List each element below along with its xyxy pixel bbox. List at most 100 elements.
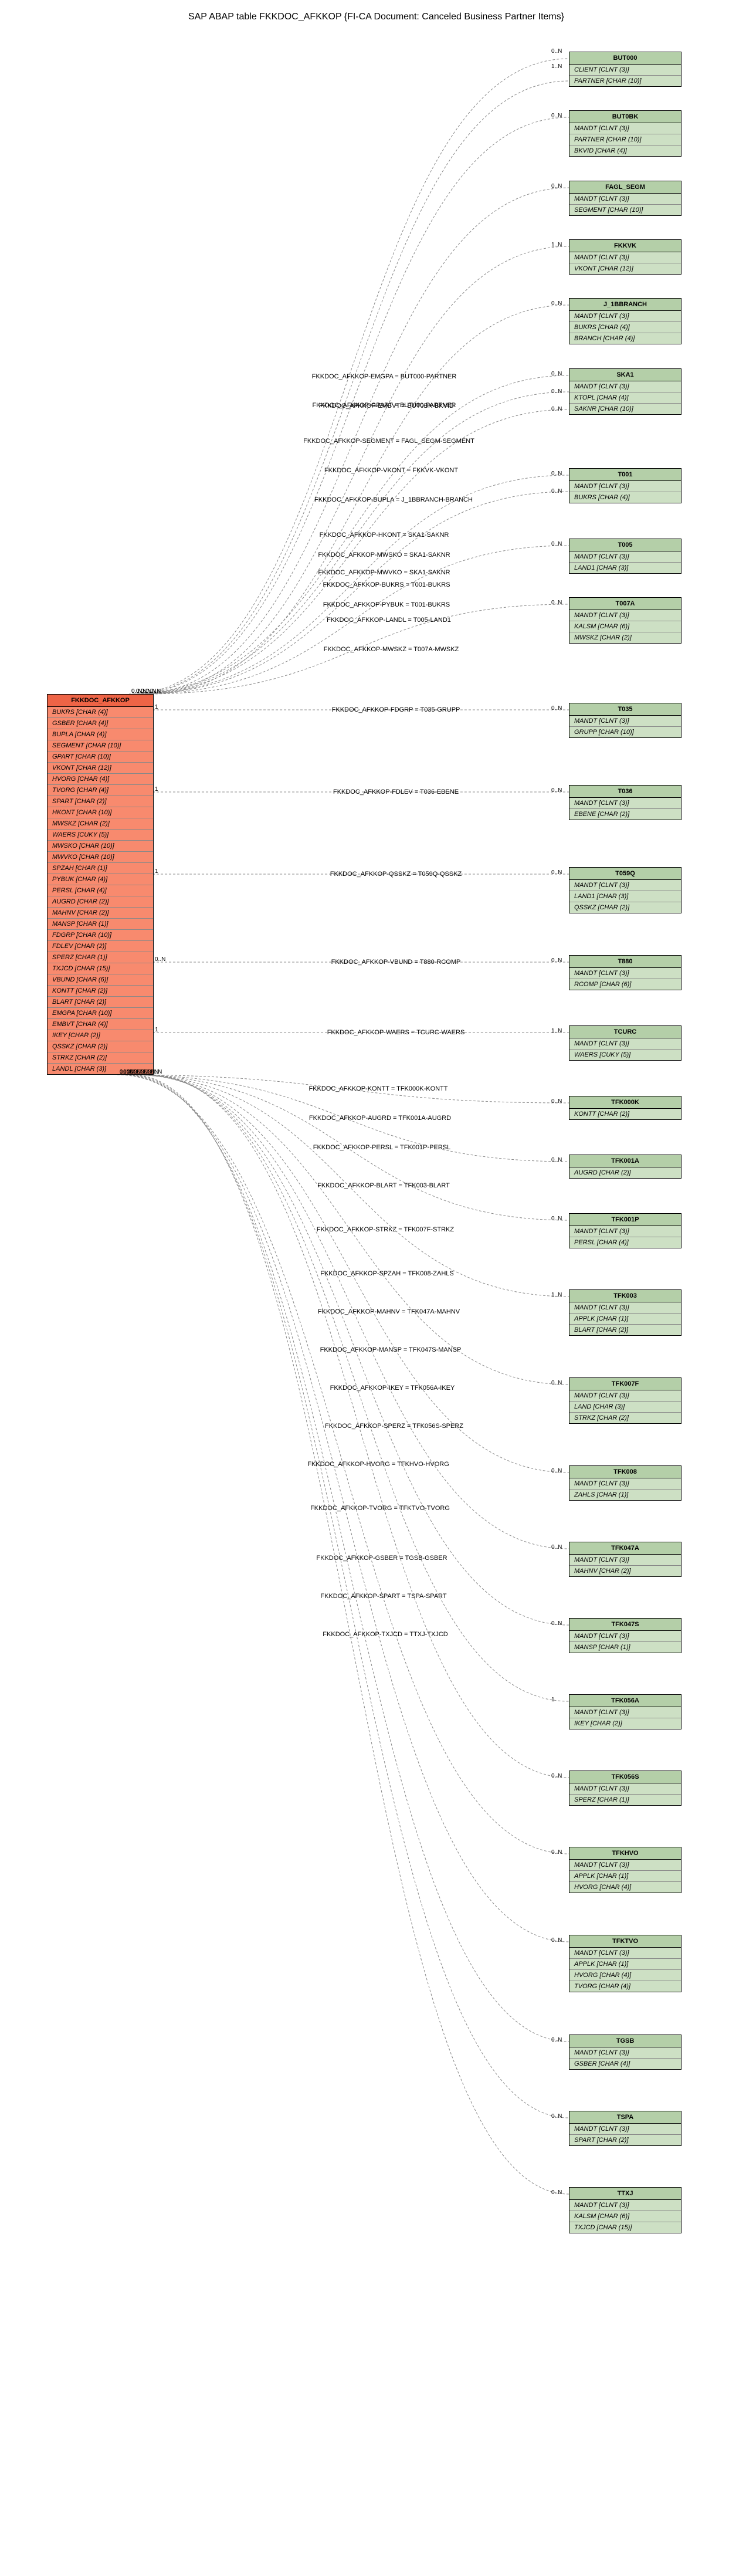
entity-field: BUPLA [CHAR (4)]: [48, 729, 153, 740]
entity-header: T880: [569, 956, 681, 968]
entity-field: MANDT [CLNT (3)]: [569, 2047, 681, 2059]
entity-field: KONTT [CHAR (2)]: [569, 1109, 681, 1119]
entity-field: EBENE [CHAR (2)]: [569, 809, 681, 820]
entity-field: HKONT [CHAR (10)]: [48, 807, 153, 818]
entity-field: GSBER [CHAR (4)]: [569, 2059, 681, 2069]
edge-label: 0..N: [551, 183, 562, 189]
ref-entity-tfk007f: TFK007FMANDT [CLNT (3)]LAND [CHAR (3)]ST…: [569, 1377, 681, 1424]
ref-entity-ttxj: TTXJMANDT [CLNT (3)]KALSM [CHAR (6)]TXJC…: [569, 2187, 681, 2233]
entity-field: MANDT [CLNT (3)]: [569, 1038, 681, 1050]
entity-field: MWSKZ [CHAR (2)]: [48, 818, 153, 830]
ref-entity-tfk047a: TFK047AMANDT [CLNT (3)]MAHNV [CHAR (2)]: [569, 1542, 681, 1577]
edge-label: 1: [155, 786, 158, 793]
entity-field: SPERZ [CHAR (1)]: [569, 1795, 681, 1805]
edge-label: FKKDOC_AFKKOP-TXJCD = TTXJ-TXJCD: [323, 1631, 447, 1638]
edge-label: 0..N: [551, 48, 562, 55]
edge-label: FKKDOC_AFKKOP-MAHNV = TFK047A-MAHNV: [318, 1308, 460, 1315]
ref-entity-tfktvo: TFKTVOMANDT [CLNT (3)]APPLK [CHAR (1)]HV…: [569, 1935, 681, 1992]
edge-label: FKKDOC_AFKKOP-VBUND = T880-RCOMP: [331, 959, 461, 966]
entity-field: MANDT [CLNT (3)]: [569, 1707, 681, 1718]
entity-field: IKEY [CHAR (2)]: [48, 1030, 153, 1041]
edge-label: 0..N: [551, 1157, 562, 1163]
ref-entity-tcurc: TCURCMANDT [CLNT (3)]WAERS [CUKY (5)]: [569, 1025, 681, 1061]
edge-label: 0..N: [551, 541, 562, 547]
entity-field: MANDT [CLNT (3)]: [569, 798, 681, 809]
entity-field: WAERS [CUKY (5)]: [569, 1050, 681, 1060]
edge-label: FKKDOC_AFKKOP-KONTT = TFK000K-KONTT: [308, 1085, 447, 1092]
entity-header: SKA1: [569, 369, 681, 381]
entity-field: BUKRS [CHAR (4)]: [569, 322, 681, 333]
entity-field: MANDT [CLNT (3)]: [569, 2200, 681, 2211]
entity-field: SEGMENT [CHAR (10)]: [48, 740, 153, 752]
edge-label: 1: [551, 1697, 555, 1703]
edge-label: 0..N: [551, 113, 562, 119]
ref-entity-tfkhvo: TFKHVOMANDT [CLNT (3)]APPLK [CHAR (1)]HV…: [569, 1847, 681, 1893]
entity-field: PARTNER [CHAR (10)]: [569, 134, 681, 145]
entity-field: HVORG [CHAR (4)]: [569, 1882, 681, 1893]
entity-field: BUKRS [CHAR (4)]: [48, 707, 153, 718]
entity-header: TFK001A: [569, 1155, 681, 1167]
entity-field: MWSKO [CHAR (10)]: [48, 841, 153, 852]
edge-label: FKKDOC_AFKKOP-IKEY = TFK056A-IKEY: [330, 1385, 455, 1392]
edge-label: FKKDOC_AFKKOP-WAERS = TCURC-WAERS: [327, 1029, 465, 1036]
edge-label: FKKDOC_AFKKOP-STRKZ = TFK007F-STRKZ: [317, 1226, 454, 1233]
ref-entity-tfk056s: TFK056SMANDT [CLNT (3)]SPERZ [CHAR (1)]: [569, 1771, 681, 1806]
entity-field: TVORG [CHAR (4)]: [48, 785, 153, 796]
entity-field: SPZAH [CHAR (1)]: [48, 863, 153, 874]
ref-entity-tfk047s: TFK047SMANDT [CLNT (3)]MANSP [CHAR (1)]: [569, 1618, 681, 1653]
entity-field: RCOMP [CHAR (6)]: [569, 979, 681, 990]
edge-label: FKKDOC_AFKKOP-SEGMENT = FAGL_SEGM-SEGMEN…: [303, 438, 474, 445]
entity-field: MANSP [CHAR (1)]: [569, 1642, 681, 1653]
edge-label: 0..N: [551, 957, 562, 964]
edge-label: 1..N: [551, 242, 562, 248]
edge-label: 0..N: [551, 388, 562, 395]
entity-field: STRKZ [CHAR (2)]: [569, 1413, 681, 1423]
entity-field: PYBUK [CHAR (4)]: [48, 874, 153, 885]
entity-header: T036: [569, 786, 681, 798]
ref-entity-tspa: TSPAMANDT [CLNT (3)]SPART [CHAR (2)]: [569, 2111, 681, 2146]
edge-label: FKKDOC_AFKKOP-MWSKZ = T007A-MWSKZ: [324, 646, 459, 653]
entity-field: FDGRP [CHAR (10)]: [48, 930, 153, 941]
edge-label: FKKDOC_AFKKOP-LANDL = T005-LAND1: [327, 617, 451, 624]
edge-label: FKKDOC_AFKKOP-BUKRS = T001-BUKRS: [323, 581, 450, 588]
edge-label: FKKDOC_AFKKOP-MANSP = TFK047S-MANSP: [320, 1346, 462, 1353]
ref-entity-t007a: T007AMANDT [CLNT (3)]KALSM [CHAR (6)]MWS…: [569, 597, 681, 644]
entity-field: SEGMENT [CHAR (10)]: [569, 205, 681, 215]
ref-entity-tfk001a: TFK001AAUGRD [CHAR (2)]: [569, 1155, 681, 1179]
entity-field: TXJCD [CHAR (15)]: [48, 963, 153, 974]
edge-label: 0..N: [551, 787, 562, 794]
entity-field: MANDT [CLNT (3)]: [569, 610, 681, 621]
entity-header: TFK047A: [569, 1542, 681, 1555]
edge-label: 0..N: [551, 488, 562, 495]
entity-field: SPERZ [CHAR (1)]: [48, 952, 153, 963]
entity-field: BLART [CHAR (2)]: [569, 1325, 681, 1335]
entity-header: TFKTVO: [569, 1935, 681, 1948]
entity-field: STRKZ [CHAR (2)]: [48, 1052, 153, 1064]
ref-entity-tfk000k: TFK000KKONTT [CHAR (2)]: [569, 1096, 681, 1120]
entity-header: TFK000K: [569, 1096, 681, 1109]
entity-field: MANDT [CLNT (3)]: [569, 1226, 681, 1237]
edge-label: 0..N: [155, 956, 165, 963]
entity-field: MANDT [CLNT (3)]: [569, 123, 681, 134]
entity-header: FKKVK: [569, 240, 681, 252]
edge-label: 0..N: [551, 1216, 562, 1222]
entity-field: GSBER [CHAR (4)]: [48, 718, 153, 729]
entity-field: MANDT [CLNT (3)]: [569, 1860, 681, 1871]
entity-header: TFK056A: [569, 1695, 681, 1707]
entity-field: AUGRD [CHAR (2)]: [48, 896, 153, 908]
entity-header: FKKDOC_AFKKOP: [48, 695, 153, 707]
ref-entity-t035: T035MANDT [CLNT (3)]GRUPP [CHAR (10)]: [569, 703, 681, 738]
ref-entity-ska1: SKA1MANDT [CLNT (3)]KTOPL [CHAR (4)]SAKN…: [569, 368, 681, 415]
entity-header: T005: [569, 539, 681, 551]
edge-label: 0..N: [551, 869, 562, 876]
edge-label: FKKDOC_AFKKOP-SPART = TSPA-SPART: [320, 1593, 446, 1600]
entity-field: MANDT [CLNT (3)]: [569, 968, 681, 979]
edge-label: 1..N: [551, 1028, 562, 1034]
entity-field: MANDT [CLNT (3)]: [569, 381, 681, 392]
ref-entity-j_1bbranch: J_1BBRANCHMANDT [CLNT (3)]BUKRS [CHAR (4…: [569, 298, 681, 344]
edge-label: FKKDOC_AFKKOP-MWVKO = SKA1-SAKNR: [318, 569, 450, 576]
entity-field: BKVID [CHAR (4)]: [569, 145, 681, 156]
entity-header: TCURC: [569, 1026, 681, 1038]
entity-header: TFK008: [569, 1466, 681, 1478]
edge-label: FKKDOC_AFKKOP-EMBVT = BUT0BK-BKVID: [319, 402, 454, 409]
